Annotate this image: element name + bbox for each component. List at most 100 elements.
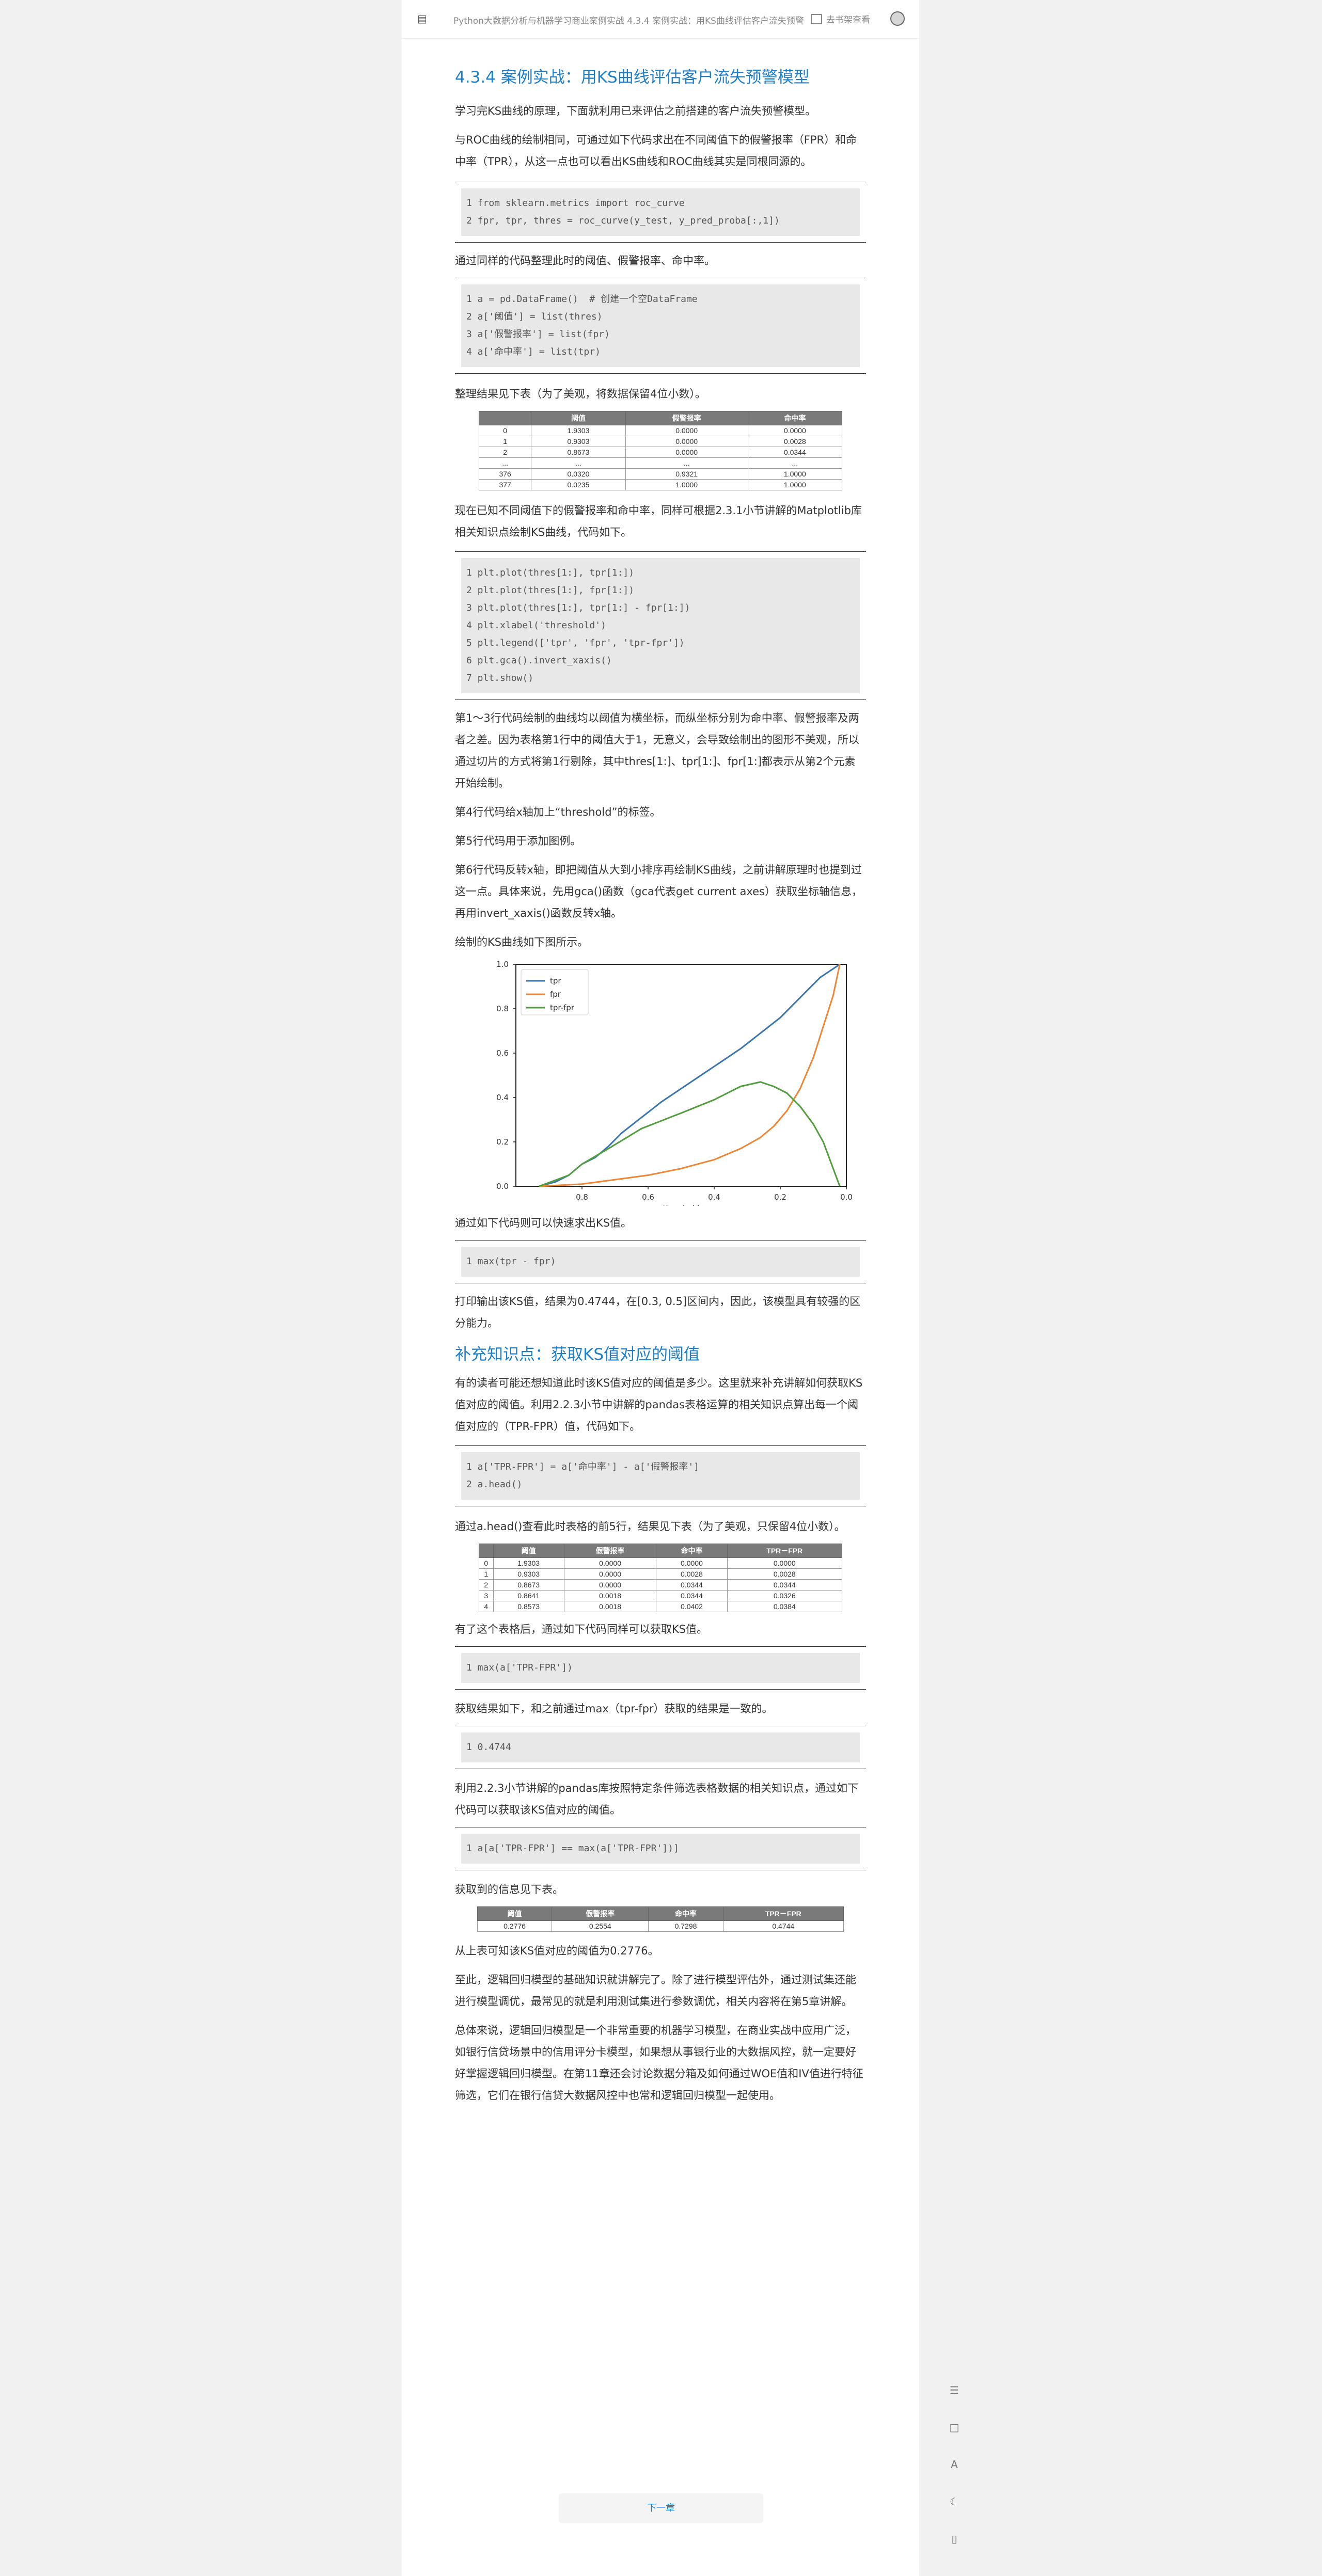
table-cell: 0.0344 (656, 1579, 728, 1591)
paragraph: 第5行代码用于添加图例。 (455, 835, 581, 847)
legend-label: fpr (550, 990, 561, 999)
next-chapter-button[interactable]: 下一章 (559, 2493, 763, 2523)
table-header-cell: 命中率 (656, 1544, 728, 1558)
table-cell: 0.0000 (727, 1557, 843, 1569)
bookshelf-label: 去书架查看 (826, 15, 870, 25)
table-header-cell (479, 1544, 494, 1558)
code-text: 1 0.4744 (461, 1732, 860, 1762)
paragraph: 学习完KS曲线的原理，下面就利用已来评估之前搭建的客户流失预警模型。 (455, 105, 816, 117)
code-block: 1 from sklearn.metrics import roc_curve … (455, 182, 866, 243)
x-tick-label: 0.0 (840, 1192, 853, 1202)
x-axis-label: threshold (663, 1204, 700, 1206)
code-text: 1 plt.plot(thres[1:], tpr[1:]) 2 plt.plo… (461, 558, 860, 693)
paragraph: 通过同样的代码整理此时的阈值、假警报率、命中率。 (455, 255, 715, 267)
table-cell: 0.0000 (656, 1557, 728, 1569)
table-cell: ... (625, 457, 748, 469)
paragraph: 获取到的信息见下表。 (455, 1883, 563, 1896)
table-cell: 4 (479, 1601, 494, 1612)
breadcrumb[interactable]: Python大数据分析与机器学习商业案例实战 4.3.4 案例实战：用KS曲线评… (453, 16, 804, 26)
paragraph: 与ROC曲线的绘制相同，可通过如下代码求出在不同阈值下的假警报率（FPR）和命中… (455, 134, 857, 168)
phone-icon[interactable]: ▯ (951, 2533, 957, 2545)
table-cell: 0.2776 (477, 1920, 553, 1932)
x-tick-label: 0.6 (642, 1192, 654, 1202)
code-block: 1 a = pd.DataFrame() # 创建一个空DataFrame 2 … (455, 278, 866, 374)
table-row: 1 0.9303 0.0000 0.0028 (478, 436, 843, 447)
section-title: 补充知识点：获取KS值对应的阈值 (455, 1345, 700, 1364)
table-header-cell: 阈值 (531, 411, 626, 425)
table-cell: 0.0028 (727, 1568, 843, 1580)
table-cell: 0.0384 (727, 1601, 843, 1612)
table-cell: 0.0000 (625, 447, 748, 458)
table-cell: 0.8573 (493, 1601, 564, 1612)
table-cell: 0.0000 (563, 1579, 657, 1591)
paragraph: 从上表可知该KS值对应的阈值为0.2776。 (455, 1945, 659, 1957)
table-cell: 1 (478, 436, 532, 447)
paragraph: 打印输出该KS值，结果为0.4744，在[0.3, 0.5]区间内，因此，该模型… (455, 1295, 861, 1329)
table-cell: 0.0320 (531, 468, 626, 480)
article-content: 4.3.4 案例实战：用KS曲线评估客户流失预警模型 学习完KS曲线的原理，下面… (455, 67, 866, 2106)
table-cell: ... (478, 457, 532, 469)
table-cell: 0.0402 (656, 1601, 728, 1612)
table-cell: 3 (479, 1590, 494, 1601)
table-header-cell: 假警报率 (563, 1544, 657, 1558)
table-cell: ... (747, 457, 843, 469)
avatar[interactable] (890, 11, 905, 26)
code-text: 1 max(tpr - fpr) (461, 1247, 860, 1277)
data-table-1: 阈值 假警报率 命中率 0 1.9303 0.0000 0.0000 1 0.9303 0.000… (478, 411, 843, 490)
table-cell: 0.0344 (656, 1590, 728, 1601)
comment-icon[interactable]: □ (949, 2421, 959, 2434)
paragraph: 总体来说，逻辑回归模型是一个非常重要的机器学习模型，在商业实战中应用广泛，如银行… (455, 2024, 863, 2102)
paragraph: 有了这个表格后，通过如下代码同样可以获取KS值。 (455, 1623, 708, 1635)
code-block: 1 max(a['TPR-FPR']) (455, 1646, 866, 1690)
paragraph: 绘制的KS曲线如下图所示。 (455, 936, 589, 948)
table-cell: 1 (479, 1568, 494, 1580)
font-size-icon[interactable]: A (951, 2458, 958, 2471)
series-line-fpr (539, 964, 841, 1187)
table-header-cell: 阈值 (477, 1906, 553, 1921)
table-cell: 0.0000 (747, 425, 843, 436)
table-cell: 0.0235 (531, 479, 626, 490)
legend-label: tpr-fpr (550, 1003, 575, 1012)
toc-icon[interactable]: ☰ (950, 2384, 959, 2396)
table-header-cell: 阈值 (493, 1544, 564, 1558)
book-icon[interactable]: ▤ (417, 12, 427, 25)
table-cell: 0.9303 (531, 436, 626, 447)
paragraph: 现在已知不同阈值下的假警报率和命中率，同样可根据2.3.1小节讲解的Matplo… (455, 504, 862, 538)
y-tick-label: 0.6 (496, 1048, 509, 1058)
table-row: 2 0.8673 0.0000 0.0344 0.0344 (479, 1579, 843, 1591)
table-cell: 1.0000 (747, 468, 843, 480)
data-table-2: 阈值 假警报率 命中率 TPR－FPR 0 1.9303 0.0000 0.0000 0.000… (479, 1544, 843, 1612)
table-header-cell: 假警报率 (552, 1906, 649, 1921)
paragraph: 第4行代码给x轴加上“threshold”的标签。 (455, 806, 661, 818)
table-cell: 0 (478, 425, 532, 436)
table-row: 3 0.8641 0.0018 0.0344 0.0326 (479, 1590, 843, 1601)
table-cell: 1.0000 (625, 479, 748, 490)
paragraph: 第1～3行代码绘制的曲线均以阈值为横坐标，而纵坐标分别为命中率、假警报率及两者之… (455, 712, 859, 789)
table-cell: 2 (478, 447, 532, 458)
bookshelf-link[interactable]: 去书架查看 (811, 12, 870, 25)
table-row: 377 0.0235 1.0000 1.0000 (478, 479, 843, 490)
table-cell: 1.9303 (531, 425, 626, 436)
table-header-cell: TPR－FPR (727, 1544, 843, 1558)
ks-chart: 0.0 0.2 0.4 0.6 0.8 1.0 0.8 0.6 0.4 0.2 0.0 thresho… (464, 958, 857, 1213)
data-table-3: 阈值 假警报率 命中率 TPR－FPR 0.2776 0.2554 0.7298 0.4744 (477, 1906, 844, 1932)
table-header-cell: 命中率 (648, 1906, 723, 1921)
code-block: 1 0.4744 (455, 1726, 866, 1769)
table-row: 0.2776 0.2554 0.7298 0.4744 (477, 1920, 844, 1932)
table-row: 376 0.0320 0.9321 1.0000 (478, 468, 843, 480)
table-cell: ... (531, 457, 626, 469)
ks-chart-svg: 0.0 0.2 0.4 0.6 0.8 1.0 0.8 0.6 0.4 0.2 0.0 thresho… (496, 960, 853, 1213)
top-bar: ▤ Python大数据分析与机器学习商业案例实战 4.3.4 案例实战：用KS曲… (402, 0, 919, 39)
y-tick-label: 0.2 (496, 1137, 509, 1147)
paragraph: 通过如下代码则可以快速求出KS值。 (455, 1217, 632, 1229)
table-cell: 0.8673 (493, 1579, 564, 1591)
table-cell: 0.0018 (563, 1601, 657, 1612)
paragraph: 第6行代码反转x轴，即把阈值从大到小排序再绘制KS曲线，之前讲解原理时也提到过这… (455, 864, 862, 919)
paragraph: 获取结果如下，和之前通过max（tpr-fpr）获取的结果是一致的。 (455, 1703, 773, 1715)
y-tick-label: 0.8 (496, 1004, 509, 1013)
table-header-cell: 假警报率 (625, 411, 748, 425)
table-row: 1 0.9303 0.0000 0.0028 0.0028 (479, 1568, 843, 1580)
table-cell: 0 (479, 1557, 494, 1569)
series-line-tpr-fpr (539, 1081, 841, 1187)
theme-icon[interactable]: ☾ (950, 2495, 959, 2508)
